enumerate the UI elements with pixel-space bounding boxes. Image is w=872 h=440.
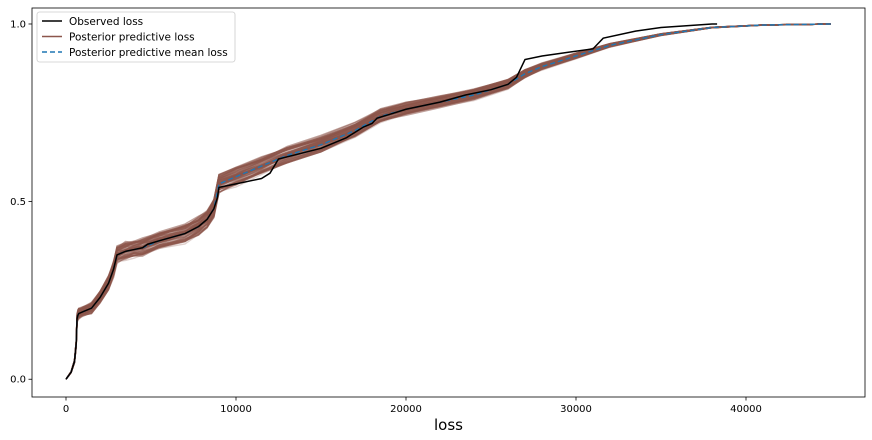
x-tick-label: 30000 — [560, 404, 592, 415]
axes-frame — [31, 7, 866, 398]
axes: 0 10000 20000 30000 40000 0.0 0.5 1.0 — [10, 7, 866, 415]
series-lines — [65, 23, 832, 380]
legend: Observed loss Posterior predictive loss Po… — [36, 11, 236, 63]
y-tick-label: 0.5 — [10, 197, 26, 208]
posterior-predictive-band — [65, 23, 832, 380]
posterior-sample-line — [65, 23, 832, 380]
plot-area — [32, 8, 865, 397]
legend-label: Posterior predictive mean loss — [69, 47, 228, 59]
plot-background — [32, 8, 865, 397]
legend-label: Posterior predictive loss — [69, 31, 195, 43]
legend-box — [36, 11, 236, 63]
x-tick-label: 0 — [63, 404, 69, 415]
y-tick-label: 1.0 — [10, 19, 26, 30]
x-tick-label: 10000 — [220, 404, 252, 415]
observed-loss-line — [65, 23, 718, 380]
x-tick-label: 20000 — [390, 404, 422, 415]
x-tick-label: 40000 — [730, 404, 762, 415]
y-tick-label: 0.0 — [10, 375, 26, 386]
posterior-sample-line — [65, 23, 832, 380]
x-axis-label: loss — [434, 416, 463, 434]
legend-label: Observed loss — [69, 16, 143, 28]
